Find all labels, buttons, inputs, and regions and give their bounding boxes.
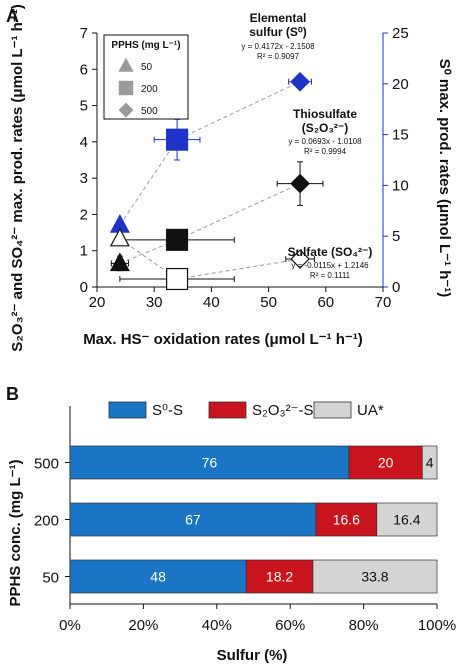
right-tick-label: 0 — [392, 279, 400, 296]
legend-marker-triangle — [118, 57, 134, 72]
legend-label: S⁰-S — [152, 402, 183, 419]
right-tick-label: 20 — [392, 76, 409, 93]
fit-r-squared: R² = 0.9994 — [304, 147, 347, 156]
panel-a-left-axis-title: S₂O₃²⁻ and SO₄²⁻ max. prod. rates (μmol … — [9, 4, 26, 351]
legend-swatch — [208, 401, 247, 419]
left-tick-label: 0 — [80, 279, 88, 296]
x-tick-label: 0% — [59, 617, 81, 634]
fit-equation: y = 0.4172x - 2.1508 — [241, 42, 315, 51]
bar-value-label: 20 — [378, 455, 394, 471]
right-tick-label: 15 — [392, 127, 409, 144]
bar-segment — [421, 445, 438, 480]
x-tick-label: 20% — [128, 617, 158, 634]
data-point-triangle — [109, 227, 130, 247]
series-name: Elemental — [250, 11, 307, 25]
fit-line — [119, 238, 301, 280]
left-tick-label: 1 — [80, 243, 88, 260]
data-point-diamond — [290, 249, 310, 269]
panel-b-label: B — [6, 384, 19, 404]
bar-value-label: 4 — [426, 455, 434, 471]
y-tick-label: 200 — [34, 513, 59, 530]
bar-value-label: 67 — [185, 512, 201, 528]
x-tick-label: 60 — [317, 294, 334, 311]
data-point-diamond — [290, 71, 310, 92]
data-point-square — [166, 228, 189, 251]
x-tick-label: 30 — [146, 294, 163, 311]
bar-segment — [312, 559, 438, 594]
x-tick-label: 40% — [202, 617, 232, 634]
bar-segment — [69, 559, 247, 594]
x-tick-label: 80% — [349, 617, 379, 634]
panel-a-right-axis-title: S⁰ max. prod. rates (μmol L⁻¹ h⁻¹) — [436, 59, 453, 298]
y-tick-label: 50 — [42, 570, 59, 587]
fit-r-squared: R² = 0.9097 — [257, 52, 300, 61]
right-tick-label: 25 — [392, 25, 409, 42]
left-tick-label: 5 — [80, 98, 88, 115]
bar-value-label: 16.4 — [393, 512, 420, 528]
panel-a-x-axis-title: Max. HS⁻ oxidation rates (μmol L⁻¹ h⁻¹) — [83, 331, 363, 348]
panel-a-points — [109, 71, 324, 291]
left-tick-label: 6 — [80, 61, 88, 78]
panel-b-bars: 76 20 4 67 16.6 16.4 48 18.2 33.8 — [69, 445, 438, 594]
data-point-square — [166, 267, 189, 291]
right-tick-label: 10 — [392, 177, 409, 194]
fit-equation: y = -0.0115x + 1.2146 — [291, 261, 369, 270]
bar-value-label: 48 — [150, 569, 166, 585]
bar-value-label: 76 — [202, 455, 218, 471]
panel-b: B S⁰-S S₂O₃²⁻-S UA* 0% 20% 40% 60% 80% 100% 500 2… — [6, 384, 456, 664]
legend-swatch — [313, 401, 352, 419]
panel-a-legend: PPHS (mg L⁻¹) 50 200 500 — [103, 34, 189, 120]
x-tick-label: 60% — [275, 617, 305, 634]
series-name: (S₂O₃²⁻) — [302, 121, 349, 135]
legend-box — [103, 34, 189, 120]
left-tick-label: 4 — [80, 134, 88, 151]
data-point-diamond — [290, 173, 310, 194]
x-tick-label: 40 — [203, 294, 220, 311]
fit-equation: y = 0.0693x - 1.0108 — [288, 137, 362, 146]
legend-marker-diamond — [118, 102, 134, 118]
y-tick-label: 500 — [34, 456, 59, 473]
bar-value-label: 18.2 — [266, 569, 293, 585]
legend-marker-square — [118, 80, 134, 96]
fit-line — [119, 183, 301, 264]
series-name: Sulfate (SO₄²⁻) — [288, 245, 373, 259]
legend-label: S₂O₃²⁻-S — [252, 402, 314, 419]
panel-b-legend: S⁰-S S₂O₃²⁻-S UA* — [108, 401, 384, 419]
fit-r-squared: R² = 0.1111 — [310, 271, 351, 280]
left-tick-label: 2 — [80, 206, 88, 223]
x-tick-label: 100% — [418, 617, 456, 634]
series-name: sulfur (S⁰) — [249, 25, 306, 39]
bar-segment — [376, 502, 438, 537]
series-name: Thiosulfate — [293, 107, 357, 121]
x-tick-label: 50 — [260, 294, 277, 311]
panel-b-y-axis-title: PPHS conc. (mg L⁻¹) — [7, 459, 24, 606]
x-tick-label: 20 — [89, 294, 106, 311]
bar-segment — [69, 445, 350, 480]
left-tick-label: 3 — [80, 170, 88, 187]
legend-label: 50 — [141, 62, 153, 73]
data-point-square — [166, 128, 189, 151]
legend-label: 500 — [141, 106, 158, 117]
bar-segment — [315, 502, 378, 537]
legend-swatch — [108, 401, 147, 419]
panel-b-x-axis-title: Sulfur (%) — [217, 647, 288, 664]
right-tick-label: 5 — [392, 228, 400, 245]
legend-label: 200 — [141, 84, 158, 95]
legend-label: UA* — [357, 402, 384, 419]
left-tick-label: 7 — [80, 25, 88, 42]
panel-b-axes: 0% 20% 40% 60% 80% 100% 500 200 50 — [34, 406, 456, 634]
bar-segment — [69, 502, 317, 537]
panel-a-fit-lines — [119, 81, 301, 280]
legend-title: PPHS (mg L⁻¹) — [111, 40, 180, 51]
panel-a-label: A — [6, 6, 19, 26]
data-point-triangle — [109, 252, 130, 272]
bar-value-label: 33.8 — [361, 569, 388, 585]
bar-value-label: 16.6 — [333, 512, 360, 528]
x-tick-label: 70 — [375, 294, 392, 311]
